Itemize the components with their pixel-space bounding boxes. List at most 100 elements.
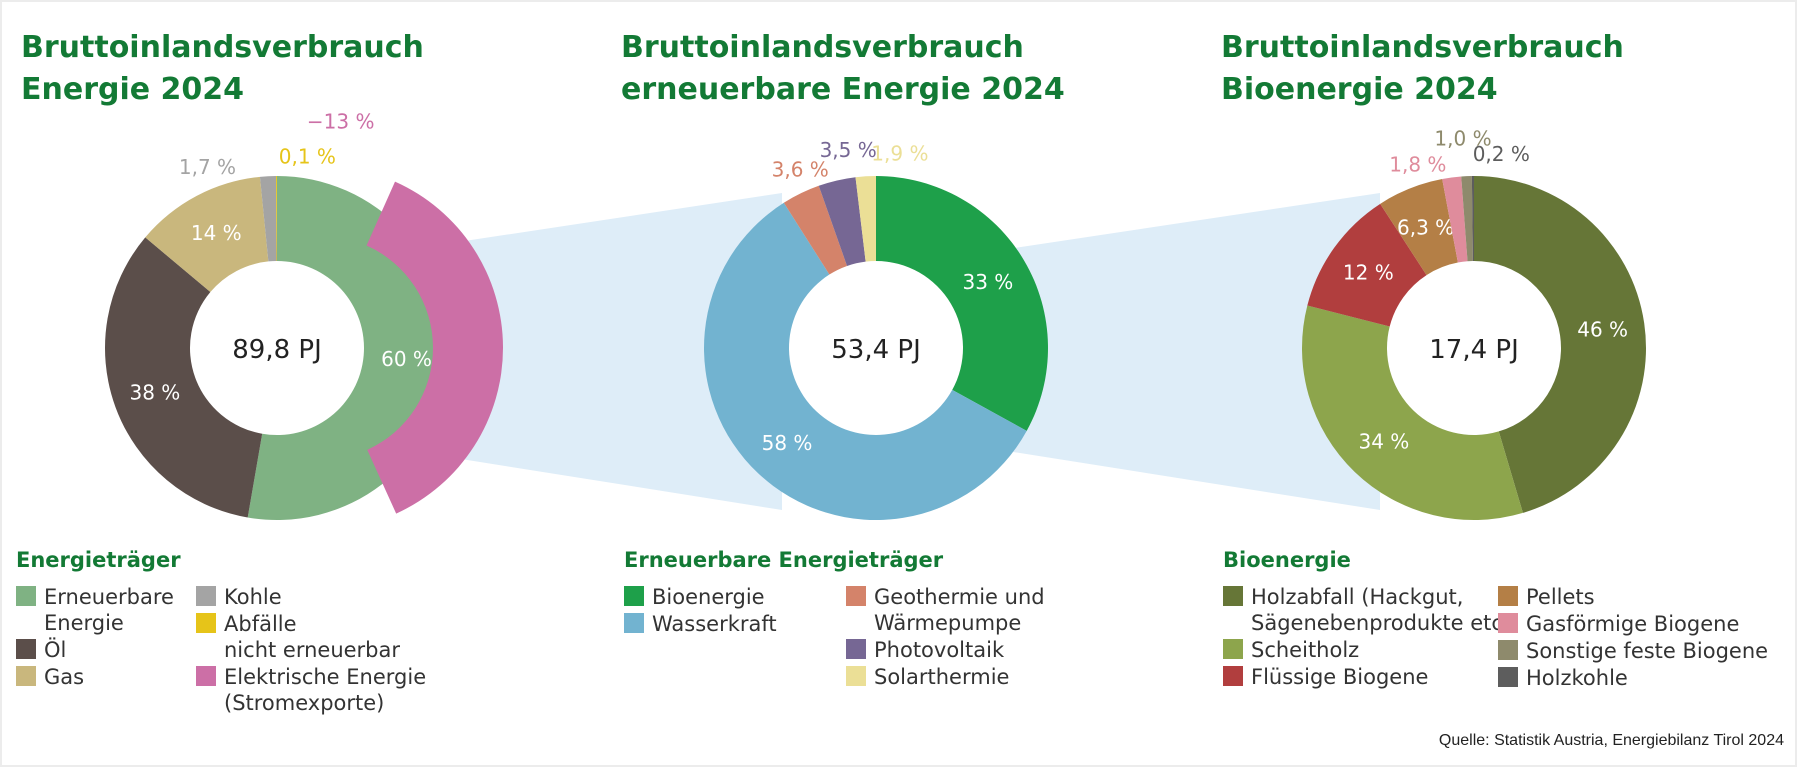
legend-3-label-2: Scheitholz xyxy=(1251,637,1359,663)
chart-2-slice-4 xyxy=(818,177,866,266)
chart-2-slice-2-label: 58 % xyxy=(762,431,813,455)
chart-2-slice-5 xyxy=(855,176,876,262)
chart-1-center-label: 89,8 PJ xyxy=(232,335,322,365)
legend-1-item-1: Erneuerbare Energie xyxy=(16,584,174,636)
chart-3-center-label: 17,4 PJ xyxy=(1429,335,1519,365)
chart-3-title-line-1: Bruttoinlandsverbrauch xyxy=(1221,30,1624,65)
donut-chart-3: 46 % 34 % 12 %6,3 % 1,8 %1,0 %0,2 % 17,4 PJ xyxy=(1302,126,1646,520)
legend-3-label-4-line-1: Pellets xyxy=(1526,585,1595,609)
chart-3-slice-1-label: 46 % xyxy=(1577,317,1628,341)
legend-1-label-6-line-2: (Stromexporte) xyxy=(224,691,385,715)
legend-1-label-2-line-1: Öl xyxy=(44,638,67,662)
chart-1-slice-6 xyxy=(366,181,503,514)
chart-1-slice-4 xyxy=(259,176,277,262)
legend-1-label-2: Öl xyxy=(44,637,66,663)
chart-1-title-line-2: Energie 2024 xyxy=(21,72,245,107)
legend-2-swatch-5 xyxy=(846,666,866,686)
chart-3-title: Bruttoinlandsverbrauch Bioenergie 2024 xyxy=(1221,27,1624,111)
chart-1-slice-3 xyxy=(145,176,269,293)
chart-1-title-line-1: Bruttoinlandsverbrauch xyxy=(21,30,424,65)
legend-2-label-3-line-2: Wärmepumpe xyxy=(874,611,1022,635)
legend-2-label-4-line-1: Photovoltaik xyxy=(874,638,1005,662)
legend-1-swatch-6 xyxy=(196,666,216,686)
legend-3-label-7-line-1: Holzkohle xyxy=(1526,666,1628,690)
legend-2-item-1: Bioenergie xyxy=(624,584,765,610)
legend-2-label-3-line-1: Geothermie und xyxy=(874,585,1045,609)
source-note: Quelle: Statistik Austria, Energiebilanz… xyxy=(1438,732,1784,749)
legend-1-item-6: Elektrische Energie (Stromexporte) xyxy=(196,664,426,716)
legend-1-label-5-line-2: nicht erneuerbar xyxy=(224,638,401,662)
donut-chart-1: 60 % 38 % 14 % 1,7 % 0,1 % −13 % 89,8 PJ xyxy=(104,110,503,520)
chart-1-slice-5-label: 0,1 % xyxy=(279,144,336,168)
legend-1-label-1: Erneuerbare Energie xyxy=(44,584,174,636)
legend-1-item-5: Abfälle nicht erneuerbar xyxy=(196,611,400,663)
legend-2-item-2: Wasserkraft xyxy=(624,611,777,637)
legend-2-label-3: Geothermie und Wärmepumpe xyxy=(874,584,1045,636)
legend-2-title: Erneuerbare Energieträger xyxy=(624,548,944,572)
legend-3-label-7: Holzkohle xyxy=(1526,665,1628,691)
legend-3-label-1-line-2: Sägenebenprodukte etc.) xyxy=(1251,611,1518,635)
chart-1-slice-2 xyxy=(104,237,263,518)
legend-3-label-3-line-1: Flüssige Biogene xyxy=(1251,665,1429,689)
legend-3-swatch-3 xyxy=(1223,666,1243,686)
chart-2-slice-1-label: 33 % xyxy=(962,270,1013,294)
legend-1-label-3-line-1: Gas xyxy=(44,665,85,689)
legend-3-label-4: Pellets xyxy=(1526,584,1595,610)
legend-3-item-7: Holzkohle xyxy=(1498,665,1628,691)
chart-2-slice-3-label: 3,6 % xyxy=(772,157,829,181)
legend-3-label-5: Gasförmige Biogene xyxy=(1526,611,1739,637)
legend-3-label-6-line-1: Sonstige feste Biogene xyxy=(1526,639,1769,663)
legend-3-swatch-7 xyxy=(1498,667,1518,687)
legend-2-swatch-3 xyxy=(846,586,866,606)
legend-3-item-4: Pellets xyxy=(1498,584,1595,610)
legend-3-swatch-4 xyxy=(1498,586,1518,606)
legend-3-label-3: Flüssige Biogene xyxy=(1251,664,1428,690)
legend-2-swatch-1 xyxy=(624,586,644,606)
legend-2-swatch-4 xyxy=(846,639,866,659)
connector-band-1 xyxy=(392,193,782,510)
chart-1-slice-3-label: 14 % xyxy=(191,221,242,245)
chart-3-slice-7 xyxy=(1471,176,1474,262)
legend-3-swatch-1 xyxy=(1223,586,1243,606)
chart-3-slice-1 xyxy=(1474,176,1646,513)
legend-3-label-6: Sonstige feste Biogene xyxy=(1526,638,1768,664)
chart-1-title: Bruttoinlandsverbrauch Energie 2024 xyxy=(21,27,424,111)
chart-3-slice-4 xyxy=(1380,178,1458,276)
chart-3-title-line-2: Bioenergie 2024 xyxy=(1221,72,1498,107)
legend-1-swatch-1 xyxy=(16,586,36,606)
legend-3-label-5-line-1: Gasförmige Biogene xyxy=(1526,612,1740,636)
legend-1-label-3: Gas xyxy=(44,664,84,690)
chart-3-slice-2 xyxy=(1302,305,1523,520)
legend-3-swatch-2 xyxy=(1223,639,1243,659)
chart-2-slice-4-label: 3,5 % xyxy=(820,138,877,162)
legend-2-item-4: Photovoltaik xyxy=(846,637,1004,663)
legend-1-item-3: Gas xyxy=(16,664,84,690)
legend-1-label-4-line-1: Kohle xyxy=(224,585,282,609)
legend-3-title: Bioenergie xyxy=(1223,548,1351,572)
legend-1-swatch-3 xyxy=(16,666,36,686)
chart-3-slice-4-label: 6,3 % xyxy=(1397,215,1454,239)
legend-1-label-5-line-1: Abfälle xyxy=(224,612,297,636)
legend-2-label-2: Wasserkraft xyxy=(652,611,777,637)
donut-chart-2: 33 % 58 % 3,6 %3,5 %1,9 % 53,4 PJ xyxy=(704,138,1048,520)
chart-3-slice-6-label: 1,0 % xyxy=(1434,126,1491,150)
legend-3-item-1: Holzabfall (Hackgut, Sägenebenprodukte et… xyxy=(1223,584,1518,636)
legend-2-label-2-line-1: Wasserkraft xyxy=(652,612,777,636)
legend-3-item-3: Flüssige Biogene xyxy=(1223,664,1428,690)
legend-1-item-4: Kohle xyxy=(196,584,282,610)
chart-2-title-line-2: erneuerbare Energie 2024 xyxy=(621,72,1065,107)
chart-1-slice-5 xyxy=(276,176,277,262)
legend-3-item-2: Scheitholz xyxy=(1223,637,1359,663)
legend-3-swatch-6 xyxy=(1498,640,1518,660)
legend-3-label-1-line-1: Holzabfall (Hackgut, xyxy=(1251,585,1464,609)
legend-3-item-5: Gasförmige Biogene xyxy=(1498,611,1739,637)
chart-2-slice-2 xyxy=(704,202,1027,520)
chart-1-slice-1-label: 60 % xyxy=(381,347,432,371)
legend-1-label-4: Kohle xyxy=(224,584,282,610)
chart-3-slice-6 xyxy=(1461,176,1473,262)
legend-1-label-6-line-1: Elektrische Energie xyxy=(224,665,427,689)
legend-1-swatch-2 xyxy=(16,639,36,659)
legend-2-label-1-line-1: Bioenergie xyxy=(652,585,765,609)
